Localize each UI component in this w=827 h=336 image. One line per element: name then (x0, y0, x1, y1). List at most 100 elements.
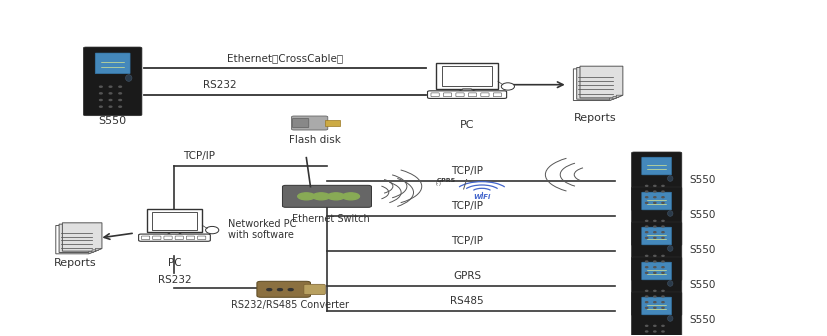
Ellipse shape (667, 281, 673, 286)
Circle shape (327, 193, 345, 200)
FancyBboxPatch shape (141, 236, 150, 240)
FancyBboxPatch shape (468, 93, 476, 97)
FancyBboxPatch shape (642, 192, 672, 210)
FancyBboxPatch shape (304, 284, 325, 295)
Circle shape (289, 289, 293, 291)
FancyBboxPatch shape (480, 93, 489, 97)
Text: Ethernet（CrossCable）: Ethernet（CrossCable） (227, 53, 343, 63)
FancyBboxPatch shape (443, 93, 452, 97)
Polygon shape (62, 223, 102, 251)
Circle shape (662, 185, 664, 186)
Circle shape (119, 93, 122, 94)
Text: TCP/IP: TCP/IP (451, 236, 483, 246)
Circle shape (662, 226, 664, 227)
FancyBboxPatch shape (456, 93, 464, 97)
Circle shape (646, 255, 648, 256)
Circle shape (662, 267, 664, 268)
Text: S550: S550 (690, 314, 716, 325)
Circle shape (653, 197, 656, 198)
Text: RS232: RS232 (158, 275, 191, 285)
Circle shape (646, 307, 648, 308)
FancyBboxPatch shape (164, 236, 172, 240)
FancyBboxPatch shape (442, 67, 492, 86)
Circle shape (646, 202, 648, 203)
FancyBboxPatch shape (436, 64, 498, 89)
Text: Networked PC
with software: Networked PC with software (228, 219, 296, 241)
Circle shape (119, 86, 122, 87)
Polygon shape (613, 96, 619, 99)
Circle shape (662, 307, 664, 308)
FancyBboxPatch shape (428, 91, 507, 98)
Circle shape (653, 185, 656, 186)
Text: TCP/IP: TCP/IP (451, 166, 483, 176)
FancyBboxPatch shape (642, 157, 672, 175)
Circle shape (267, 289, 272, 291)
Ellipse shape (667, 211, 673, 216)
Text: RS232/RS485 Converter: RS232/RS485 Converter (231, 300, 349, 309)
Circle shape (646, 197, 648, 198)
FancyBboxPatch shape (198, 236, 206, 240)
Polygon shape (616, 95, 623, 98)
Circle shape (119, 99, 122, 100)
Text: Reports: Reports (55, 258, 97, 268)
Circle shape (653, 261, 656, 262)
Circle shape (99, 86, 103, 87)
FancyBboxPatch shape (153, 236, 161, 240)
Ellipse shape (667, 176, 673, 181)
Circle shape (653, 325, 656, 326)
FancyBboxPatch shape (146, 209, 203, 233)
FancyBboxPatch shape (283, 185, 371, 207)
Circle shape (646, 267, 648, 268)
Circle shape (653, 220, 656, 221)
Text: S550: S550 (690, 210, 716, 220)
Circle shape (646, 220, 648, 221)
Ellipse shape (126, 75, 132, 81)
Circle shape (653, 232, 656, 233)
Circle shape (99, 93, 103, 94)
Circle shape (646, 261, 648, 262)
Polygon shape (88, 251, 95, 254)
Circle shape (99, 106, 103, 107)
Circle shape (646, 232, 648, 233)
FancyBboxPatch shape (642, 297, 672, 315)
Circle shape (653, 331, 656, 332)
Circle shape (662, 272, 664, 273)
FancyBboxPatch shape (493, 93, 501, 97)
Polygon shape (573, 69, 616, 100)
Text: RS485: RS485 (450, 296, 484, 306)
Circle shape (646, 302, 648, 303)
Circle shape (342, 193, 360, 200)
Text: Flash disk: Flash disk (289, 135, 341, 145)
Circle shape (646, 185, 648, 186)
Circle shape (662, 255, 664, 256)
Circle shape (653, 226, 656, 227)
Circle shape (109, 106, 112, 107)
Circle shape (662, 290, 664, 291)
Text: GPRS: GPRS (437, 178, 457, 183)
Polygon shape (59, 224, 98, 252)
Text: RS232: RS232 (203, 80, 237, 90)
FancyBboxPatch shape (139, 234, 210, 241)
Circle shape (653, 272, 656, 273)
Circle shape (662, 220, 664, 221)
Text: TCP/IP: TCP/IP (183, 151, 215, 161)
Text: S550: S550 (98, 116, 127, 126)
Circle shape (313, 193, 330, 200)
FancyBboxPatch shape (642, 227, 672, 245)
FancyBboxPatch shape (632, 292, 681, 336)
FancyBboxPatch shape (431, 93, 439, 97)
Circle shape (653, 302, 656, 303)
Circle shape (662, 191, 664, 192)
Circle shape (662, 331, 664, 332)
Text: PC: PC (460, 120, 475, 130)
Text: Ethernet Switch: Ethernet Switch (292, 214, 370, 224)
Ellipse shape (667, 246, 673, 251)
FancyBboxPatch shape (175, 236, 184, 240)
Circle shape (662, 325, 664, 326)
Ellipse shape (501, 83, 514, 90)
Circle shape (662, 197, 664, 198)
Circle shape (278, 289, 283, 291)
Circle shape (646, 290, 648, 291)
FancyBboxPatch shape (632, 222, 681, 281)
FancyBboxPatch shape (642, 262, 672, 280)
